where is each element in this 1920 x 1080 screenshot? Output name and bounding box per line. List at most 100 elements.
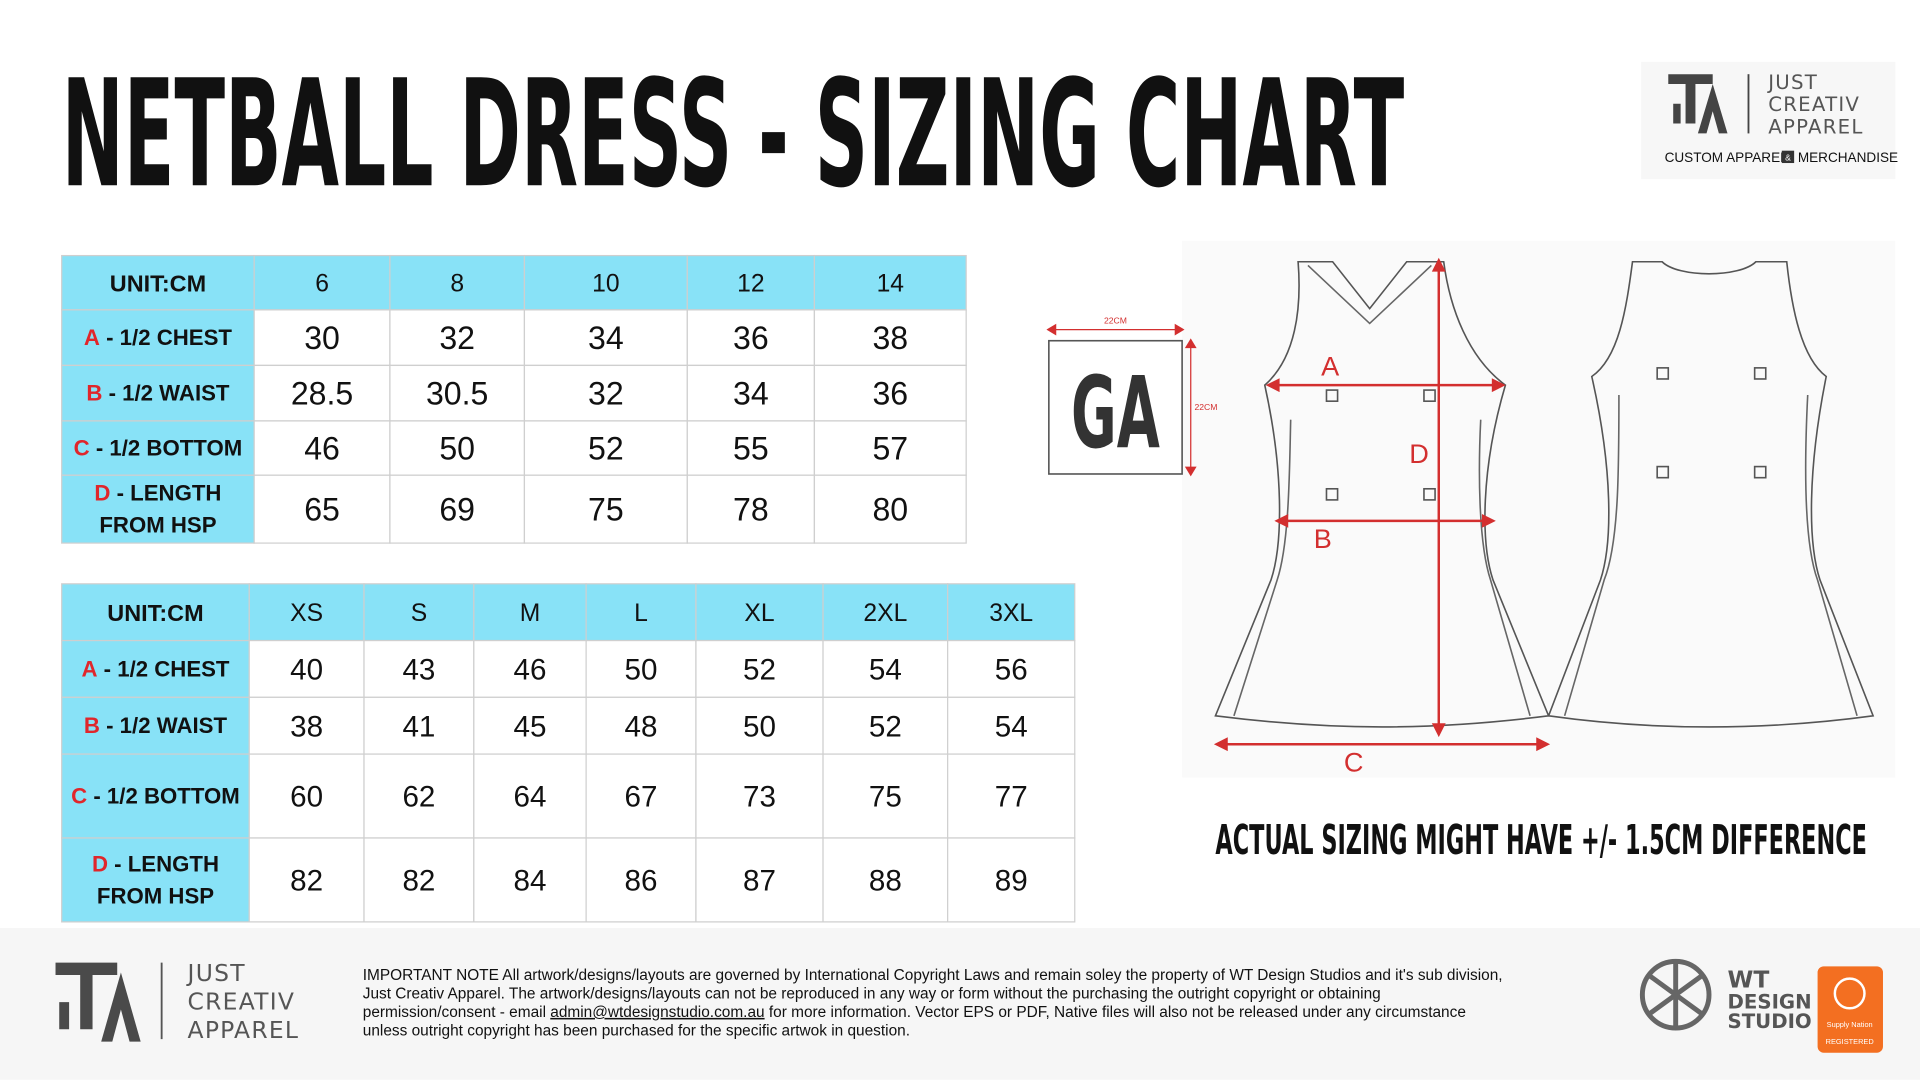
marker	[1423, 389, 1436, 402]
notice-line: Just Creativ Apparel. The artwork/design…	[363, 985, 1381, 1002]
row-label: C - 1/2 BOTTOM	[71, 783, 240, 808]
value-cell-text: 86	[625, 865, 658, 898]
row-label-text: - 1/2 WAIST	[100, 713, 228, 738]
table-cell	[61, 474, 255, 544]
tables: UNIT:CM 6 8 10 12 14 A - 1/2 CHEST 30 32 34 36 38 B …	[61, 254, 1076, 923]
value-cell-text: 64	[514, 781, 547, 814]
table-cell	[61, 696, 250, 755]
value-cell-text: 84	[514, 865, 547, 898]
table-cell	[473, 837, 587, 923]
value-cell-text: 78	[733, 492, 769, 528]
header-cell-text: 3XL	[989, 600, 1033, 627]
table-cell	[695, 753, 824, 839]
value-cell-text: 48	[625, 710, 658, 743]
row-label-text: - 1/2 WAIST	[102, 381, 230, 406]
value-cell-text: 30	[304, 320, 340, 356]
footer: JUST CREATIV APPAREL IMPORTANT NOTE All …	[0, 928, 1920, 1080]
notice-text: permission/consent - email	[363, 1004, 551, 1021]
badge-height: 22CM	[1194, 402, 1217, 412]
row-letter: D	[94, 481, 110, 506]
table-cell	[813, 309, 967, 367]
table-cell	[523, 364, 688, 422]
table-cell	[822, 696, 949, 755]
logo-amp-bg	[1781, 150, 1795, 164]
row-label: FROM HSP	[97, 883, 214, 908]
header-cell-text: S	[411, 600, 427, 627]
row-label-text: - LENGTH	[108, 851, 219, 876]
dress-back-seams	[1563, 394, 1858, 717]
value-cell-text: 69	[439, 492, 475, 528]
table-cell	[585, 837, 697, 923]
table-cell	[61, 364, 255, 422]
value-cell-text: 46	[304, 431, 340, 467]
footer-logo-line: JUST	[186, 959, 246, 987]
value-cell-text: 50	[625, 654, 658, 687]
row-label: B - 1/2 WAIST	[84, 713, 228, 738]
table-cell	[523, 474, 688, 544]
table-cell	[61, 753, 250, 839]
row-label: A - 1/2 CHEST	[84, 325, 232, 350]
value-cell-text: 46	[514, 654, 547, 687]
badge-width: 22CM	[1104, 315, 1127, 325]
value-cell-text: 45	[514, 710, 547, 743]
table-cell	[473, 583, 587, 642]
supply-badge	[1817, 966, 1883, 1053]
logo-amp: &	[1785, 153, 1791, 163]
markers	[1325, 367, 1767, 501]
title: NETBALL DRESS - SIZING CHART	[62, 48, 1405, 220]
header-cell-text: 10	[592, 270, 619, 297]
value-cell-text: 75	[588, 492, 624, 528]
value-cell-text: 50	[439, 431, 475, 467]
marker	[1656, 465, 1670, 479]
value-cell-text: 77	[995, 781, 1028, 814]
table-cell	[822, 753, 949, 839]
table-cell	[473, 753, 587, 839]
value-cell-text: 50	[743, 710, 776, 743]
table-cell	[363, 753, 475, 839]
studio-mark	[1639, 958, 1712, 1031]
row-letter: C	[71, 783, 87, 808]
row-label-text: - LENGTH	[110, 481, 221, 506]
logo-tagline: CUSTOM APPAREL	[1665, 150, 1789, 165]
header-cell-text: 8	[450, 270, 464, 297]
header-cell-text: 2XL	[863, 600, 907, 627]
footer-logo-mark	[55, 962, 141, 1042]
footer-bg	[0, 928, 1920, 1080]
studio-line: WT	[1728, 965, 1770, 993]
email-link[interactable]: admin@wtdesignstudio.com.au	[550, 1004, 764, 1021]
table-cell	[248, 583, 365, 642]
value-cell-text: 52	[743, 654, 776, 687]
table-cell	[248, 753, 365, 839]
row-letter: C	[74, 435, 90, 460]
value-cell-text: 38	[290, 710, 323, 743]
table-cell	[686, 364, 816, 422]
row-label-text: - 1/2 BOTTOM	[90, 435, 243, 460]
table-cell	[389, 309, 526, 367]
footer-logo-line: APPAREL	[188, 1016, 300, 1044]
row-letter: B	[86, 381, 102, 406]
value-cell-text: 54	[995, 710, 1028, 743]
header-cell-text: 12	[737, 270, 764, 297]
table-cell	[947, 837, 1076, 923]
row-letter: D	[92, 851, 108, 876]
supply-badge-text: Supply Nation	[1827, 1020, 1873, 1029]
row-label-text: - 1/2 CHEST	[100, 325, 232, 350]
header-logo: JUST CREATIV APPAREL CUSTOM APPAREL & ME…	[1641, 61, 1898, 180]
label-b: B	[1314, 523, 1332, 554]
header-cell-text: UNIT:CM	[110, 270, 206, 296]
notice-line: unless outright copyright has been purch…	[363, 1022, 910, 1039]
marker	[1325, 487, 1339, 501]
table-cell	[585, 753, 697, 839]
marker	[1325, 389, 1339, 402]
table-cell	[813, 254, 967, 311]
row-label: A - 1/2 CHEST	[81, 656, 229, 681]
arrow-heads	[1184, 338, 1197, 477]
value-cell-text: 40	[290, 654, 323, 687]
table-cell	[947, 696, 1076, 755]
arrow-heads	[1431, 257, 1446, 738]
table-cell	[61, 420, 255, 476]
label-d: D	[1409, 438, 1429, 469]
header-cell-text: XL	[744, 600, 774, 627]
